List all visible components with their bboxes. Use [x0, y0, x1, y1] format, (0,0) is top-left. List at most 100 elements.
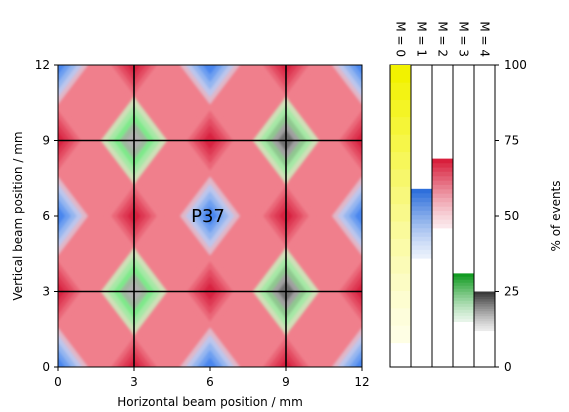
bar-gradient-step [390, 290, 411, 309]
heatmap-cell [179, 176, 241, 256]
bar-gradient-step [474, 328, 495, 332]
bar-gradient-step [432, 210, 453, 216]
heatmap-cell [331, 327, 362, 367]
bar-gradient-step [432, 219, 453, 225]
bar-gradient-step [453, 309, 474, 313]
percent-tick-label: 100 [504, 58, 527, 72]
percent-axis-label: % of events [549, 180, 563, 251]
bar-gradient-step [453, 279, 474, 283]
multiplicity-bar [410, 64, 433, 368]
bar-gradient-step [411, 223, 432, 229]
heatmap-gridlines [58, 65, 362, 367]
bar-gradient-step [411, 227, 432, 233]
bar-gradient-step [474, 320, 495, 324]
x-tick-label: 3 [130, 375, 138, 389]
x-tick-label: 9 [282, 375, 290, 389]
heatmap-cell [331, 176, 362, 256]
bar-gradient-step [390, 117, 411, 135]
multiplicity-label: M = 1 [415, 21, 429, 57]
multiplicity-bar [389, 64, 412, 368]
bar-gradient-step [411, 232, 432, 237]
bar-gradient-step [453, 276, 474, 280]
bar-gradient-step [453, 306, 474, 310]
multiplicity-label: M = 2 [436, 21, 450, 57]
bar-gradient-step [474, 313, 495, 317]
bar-gradient-step [432, 206, 453, 212]
bar-gradient-step [432, 167, 453, 172]
bar-gradient-step [453, 294, 474, 298]
heatmap-cell [58, 327, 89, 367]
bar-gradient-step [411, 193, 432, 198]
multiplicity-panel: M = 0 M = 1 M = 2 M = 3 M = 4 0 25 50 75 100 % o… [389, 21, 563, 374]
heatmap-contour [354, 206, 362, 226]
bar-gradient-step [474, 318, 495, 322]
heatmap-cell [58, 65, 89, 105]
bar-gradient-step [432, 158, 453, 164]
y-tick-label: 6 [42, 209, 50, 223]
y-tick-label: 0 [42, 360, 50, 374]
bar-gradient-step [453, 318, 474, 322]
bar-gradient-step [411, 206, 432, 211]
bar-gradient-step [411, 201, 432, 207]
percent-ticks: 0 25 50 75 100 [495, 58, 527, 374]
bar-gradient-step [411, 210, 432, 216]
bar-gradient-step [453, 288, 474, 292]
bar-gradient-step [411, 214, 432, 220]
bar-gradient-step [474, 325, 495, 329]
multiplicity-bars [389, 64, 496, 368]
percent-tick-label: 0 [504, 360, 512, 374]
bar-gradient-step [474, 291, 495, 295]
bar-gradient-step [390, 82, 411, 101]
y-tick-label: 3 [42, 285, 50, 299]
bar-gradient-step [474, 311, 495, 314]
bar-gradient-step [432, 171, 453, 177]
bar-gradient-step [432, 193, 453, 198]
bar-gradient-step [390, 65, 411, 83]
multiplicity-bar [431, 64, 454, 368]
bar-gradient-step [432, 184, 453, 190]
bar-gradient-step [411, 197, 432, 203]
y-tick-label: 12 [35, 58, 50, 72]
y-axis-label: Vertical beam position / mm [11, 131, 25, 300]
bar-gradient-step [390, 151, 411, 170]
bar-gradient-step [453, 285, 474, 289]
bar-gradient-step [390, 186, 411, 205]
x-tick-label: 0 [54, 375, 62, 389]
multiplicity-bar [473, 64, 496, 368]
x-tick-label: 12 [354, 375, 369, 389]
bar-gradient-step [390, 273, 411, 292]
bar-gradient-step [474, 303, 495, 307]
bar-gradient-step [390, 134, 411, 153]
bar-gradient-step [432, 180, 453, 185]
bar-gradient-step [411, 249, 432, 255]
bar-gradient-step [432, 223, 453, 229]
bar-gradient-step [411, 253, 432, 259]
bar-gradient-step [453, 291, 474, 295]
bar-gradient-step [390, 169, 411, 187]
multiplicity-labels: M = 0 M = 1 M = 2 M = 3 M = 4 [394, 21, 492, 57]
heatmap-plot: P37 0 3 6 9 12 0 3 6 9 12 Horizontal beam positi… [11, 58, 370, 409]
heatmap-contour [202, 357, 218, 367]
heatmap-contour [202, 65, 218, 75]
bar-gradient-step [432, 215, 453, 220]
heatmap-cell [58, 176, 89, 256]
bar-gradient-step [453, 315, 474, 319]
percent-tick-label: 50 [504, 209, 519, 223]
heatmap-y-ticks: 0 3 6 9 12 [35, 58, 58, 374]
bar-gradient-step [474, 323, 495, 327]
multiplicity-label: M = 0 [394, 21, 408, 57]
bar-gradient-step [390, 308, 411, 326]
x-tick-label: 6 [206, 375, 214, 389]
bar-gradient-step [390, 99, 411, 118]
heatmap-cell [179, 65, 241, 105]
bar-gradient-step [432, 197, 453, 203]
bar-gradient-step [411, 188, 432, 194]
bar-gradient-step [474, 293, 495, 297]
bar-gradient-step [453, 303, 474, 307]
multiplicity-label: M = 4 [478, 21, 492, 57]
heatmap-contour [202, 206, 218, 226]
bar-gradient-step [390, 256, 411, 274]
heatmap-x-ticks: 0 3 6 9 12 [54, 367, 370, 389]
bar-gradient-step [432, 189, 453, 194]
heatmap-cell [179, 327, 241, 367]
